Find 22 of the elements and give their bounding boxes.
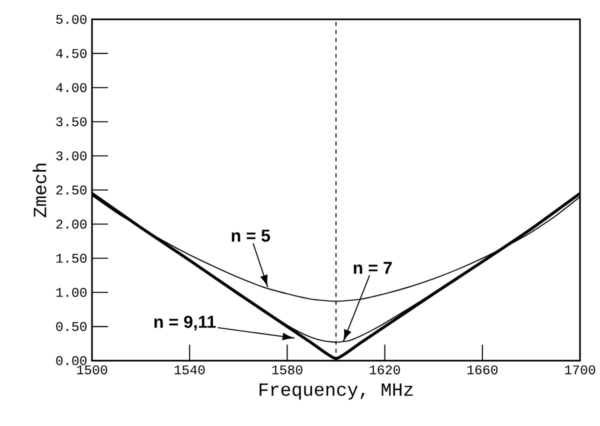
annotation: n = 5 xyxy=(232,230,270,242)
y-tick-label: 1.50 xyxy=(56,254,86,263)
y-tick-label: 2.00 xyxy=(56,220,86,229)
x-axis-title: Frequency, MHz xyxy=(260,383,413,400)
y-tick-label: 2.50 xyxy=(56,185,86,194)
annotation: n = 9,11 xyxy=(154,316,216,330)
y-tick-label: 0.00 xyxy=(56,356,86,366)
y-tick-label: 3.00 xyxy=(56,151,86,160)
y-tick-label: 1.00 xyxy=(56,288,86,297)
annotation: n = 7 xyxy=(354,262,392,274)
y-axis-title: Zmech xyxy=(32,164,46,218)
x-tick-label: 1660 xyxy=(467,365,498,374)
x-tick-label: 1500 xyxy=(77,365,108,374)
x-tick-label: 1620 xyxy=(370,365,400,374)
y-tick-label: 3.50 xyxy=(56,117,86,126)
x-tick-label: 1540 xyxy=(174,365,205,374)
x-tick-label: 1700 xyxy=(565,365,596,374)
y-tick-label: 4.50 xyxy=(56,48,86,58)
x-tick-label: 1580 xyxy=(272,365,302,374)
y-tick-label: 0.50 xyxy=(56,322,86,332)
y-tick-label: 4.00 xyxy=(56,83,86,92)
y-tick-label: 5.00 xyxy=(56,14,86,24)
